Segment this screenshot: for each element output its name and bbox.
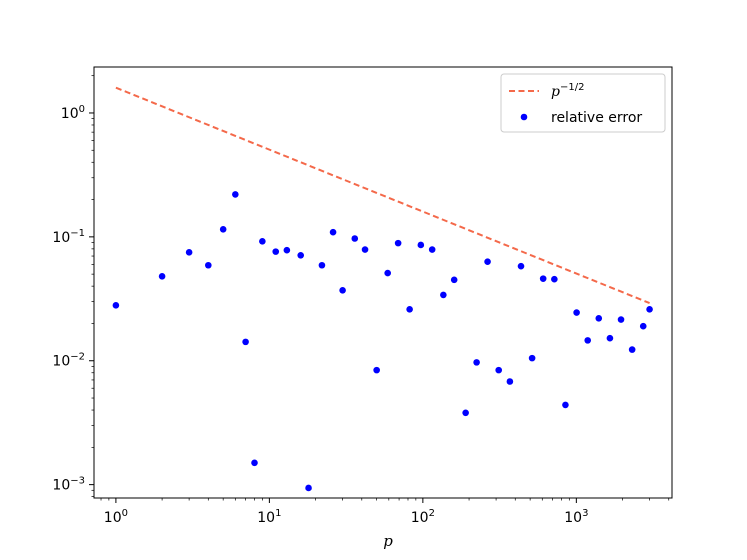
y-tick-label: 10−3 <box>52 476 85 494</box>
data-points-layer <box>112 191 653 492</box>
dashed-reference-line-layer <box>115 86 650 305</box>
data-point <box>112 302 120 309</box>
legend-box <box>500 73 666 133</box>
data-point <box>628 346 636 353</box>
data-point <box>318 261 326 269</box>
x-tick-label: 100 <box>104 508 128 526</box>
data-point <box>251 459 258 467</box>
data-point <box>406 306 413 313</box>
data-point <box>272 248 280 255</box>
data-point <box>450 276 458 284</box>
data-point <box>373 366 380 374</box>
data-point <box>562 401 569 409</box>
data-point <box>646 306 653 313</box>
data-point <box>428 246 436 253</box>
x-axis: 100 101 102 103 <box>100 498 670 526</box>
data-point <box>205 261 212 269</box>
x-axis-label: p <box>383 532 393 550</box>
legend: p−1/2 relative error <box>500 73 666 133</box>
y-tick-label: 10−1 <box>52 228 85 246</box>
data-point <box>283 246 291 254</box>
data-point <box>484 258 491 266</box>
x-tick-label: 102 <box>411 508 435 526</box>
reference-line <box>115 86 650 305</box>
data-point <box>528 354 536 362</box>
data-point <box>158 273 166 280</box>
data-point <box>473 359 480 366</box>
data-point <box>417 241 425 249</box>
data-point <box>573 309 580 316</box>
data-point <box>297 251 305 259</box>
data-point <box>440 291 447 299</box>
x-tick-label: 101 <box>257 508 281 526</box>
data-point <box>495 366 503 374</box>
legend-label-reference: p−1/2 <box>551 82 584 100</box>
data-point <box>394 239 402 247</box>
data-point <box>584 337 592 344</box>
plot-frame <box>93 66 673 499</box>
data-point <box>462 409 469 417</box>
data-point <box>361 246 369 253</box>
data-point <box>339 287 346 294</box>
data-point <box>539 275 547 282</box>
data-point <box>617 316 625 323</box>
data-point <box>259 238 266 245</box>
plot-area <box>112 86 653 492</box>
data-point <box>329 228 337 236</box>
legend-label-relative-error: relative error <box>551 110 642 126</box>
x-tick-label: 103 <box>564 508 588 526</box>
y-tick-label: 100 <box>61 104 85 122</box>
data-point <box>606 334 614 342</box>
data-point <box>305 484 312 492</box>
data-point <box>242 338 249 346</box>
data-point <box>384 269 391 277</box>
data-point <box>517 262 525 270</box>
legend-marker-swatch <box>520 113 528 121</box>
data-point <box>232 191 239 198</box>
data-point <box>351 235 359 242</box>
y-tick-label: 10−2 <box>52 352 85 370</box>
data-point <box>639 322 647 330</box>
data-point <box>595 315 603 322</box>
data-point <box>551 275 558 283</box>
data-point <box>506 378 514 385</box>
data-point <box>185 249 193 256</box>
data-point <box>219 226 227 233</box>
y-axis: 10−3 10−2 10−1 100 <box>52 75 94 497</box>
